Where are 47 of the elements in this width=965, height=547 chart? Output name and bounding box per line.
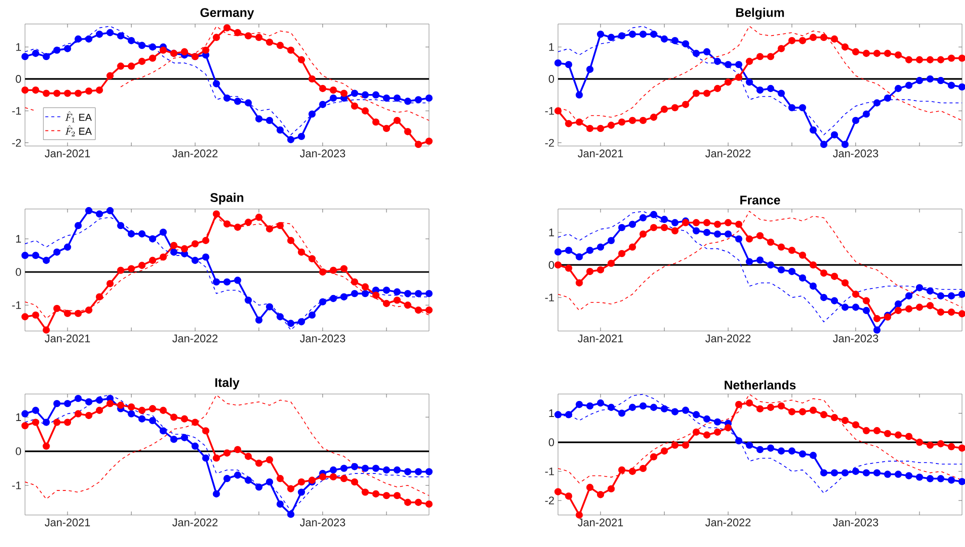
y-tick-label: 0 xyxy=(548,75,554,83)
y-tick-label: 1 xyxy=(549,43,554,51)
x-tick-label: Jan-2021 xyxy=(44,150,90,158)
y-tick-label: -2 xyxy=(12,138,21,147)
x-tick-label: Jan-2022 xyxy=(172,518,218,526)
x-tick-label: Jan-2022 xyxy=(705,518,750,526)
y-tick-label: 0 xyxy=(548,438,554,446)
x-tick-label: Jan-2023 xyxy=(832,150,878,158)
x-tick-label: Jan-2023 xyxy=(300,334,346,342)
chart-title: Italy xyxy=(215,378,240,390)
x-tick-label: Jan-2021 xyxy=(44,334,90,342)
chart-title: Belgium xyxy=(736,8,784,20)
legend-label: $\hat{F}_1\ \mathrm{EA}$ xyxy=(65,111,92,122)
chart-title: Spain xyxy=(210,192,244,204)
chart-title: Germany xyxy=(200,8,254,20)
x-tick-label: Jan-2021 xyxy=(578,334,623,342)
legend-label: $\hat{F}_2\ \mathrm{EA}$ xyxy=(65,125,92,136)
x-tick-label: Jan-2022 xyxy=(172,334,218,342)
x-tick-label: Jan-2021 xyxy=(578,150,623,158)
y-tick-label: 1 xyxy=(16,43,21,51)
x-tick-label: Jan-2023 xyxy=(832,518,878,526)
y-tick-label: 1 xyxy=(16,235,21,243)
y-tick-label: 1 xyxy=(16,413,21,421)
y-tick-label: 0 xyxy=(16,268,22,276)
y-tick-label: -1 xyxy=(12,107,21,115)
x-tick-label: Jan-2022 xyxy=(172,150,218,158)
y-tick-label: -2 xyxy=(545,496,554,504)
y-tick-label: -1 xyxy=(545,294,554,302)
y-tick-label: 0 xyxy=(548,261,554,269)
y-tick-label: -1 xyxy=(12,301,21,309)
y-tick-label: 1 xyxy=(549,409,554,417)
y-tick-label: -2 xyxy=(545,138,554,147)
y-tick-label: -1 xyxy=(545,107,554,115)
y-tick-label: -1 xyxy=(545,468,554,476)
x-tick-label: Jan-2023 xyxy=(300,518,346,526)
x-tick-label: Jan-2023 xyxy=(300,150,346,158)
chart-title: Netherlands xyxy=(724,380,796,390)
x-tick-label: Jan-2022 xyxy=(705,150,750,158)
y-tick-label: 0 xyxy=(16,75,22,83)
x-tick-label: Jan-2021 xyxy=(44,518,90,526)
y-tick-label: 1 xyxy=(549,228,554,236)
chart-title: France xyxy=(740,196,780,204)
y-tick-label: -1 xyxy=(12,482,21,490)
y-tick-label: 0 xyxy=(16,447,22,456)
x-tick-label: Jan-2023 xyxy=(832,334,878,342)
x-tick-label: Jan-2021 xyxy=(578,518,623,526)
x-tick-label: Jan-2022 xyxy=(705,334,750,342)
